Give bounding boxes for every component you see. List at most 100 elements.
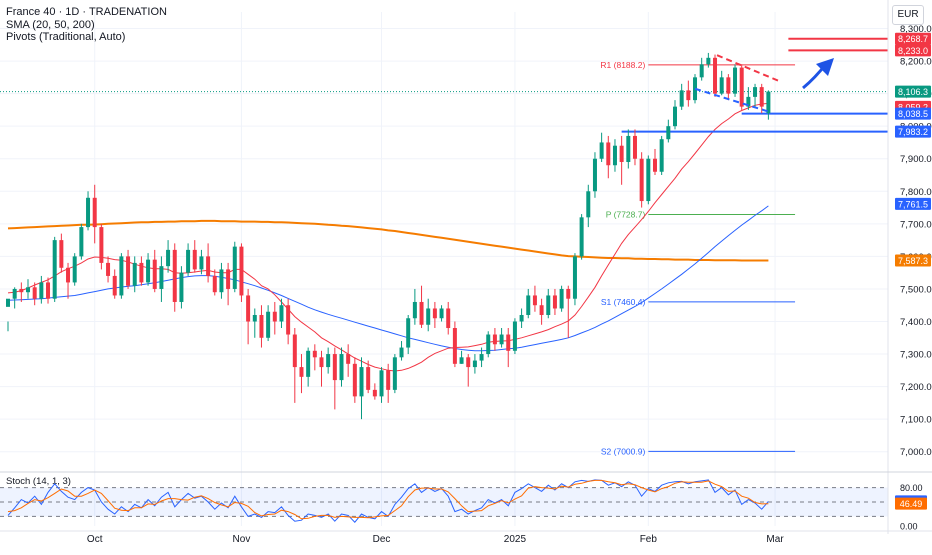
candle-body bbox=[199, 256, 204, 270]
y-tick-label: 7,400.0 bbox=[900, 317, 932, 328]
candle-body bbox=[312, 350, 317, 358]
candle-body bbox=[426, 308, 431, 325]
candle-body bbox=[666, 126, 671, 140]
price-label-text: 8,059.2 bbox=[898, 102, 928, 112]
candle-body bbox=[192, 249, 197, 270]
candle-body bbox=[626, 135, 631, 162]
stoch-title[interactable]: Stoch (14, 1, 3) bbox=[6, 476, 71, 487]
candle-body bbox=[579, 217, 584, 257]
pivot-label: S1 (7460.4) bbox=[601, 297, 646, 307]
candle-body bbox=[713, 57, 718, 94]
candle-body bbox=[492, 334, 497, 345]
pivots-legend[interactable]: Pivots (Traditional, Auto) bbox=[6, 31, 126, 43]
candle-body bbox=[366, 367, 371, 390]
candle-body bbox=[446, 308, 451, 329]
channel-lower-line bbox=[694, 87, 769, 113]
candle-body bbox=[699, 64, 704, 78]
price-label-text: 7,761.5 bbox=[898, 199, 928, 209]
price-label-text: 8,233.0 bbox=[898, 46, 928, 56]
candle-body bbox=[753, 87, 758, 97]
candle-body bbox=[719, 77, 724, 94]
candle-body bbox=[92, 197, 97, 228]
trend-arrow-head bbox=[816, 58, 834, 76]
candle-body bbox=[739, 67, 744, 107]
candle-body bbox=[419, 301, 424, 325]
candle-body bbox=[252, 314, 257, 322]
candle-body bbox=[646, 158, 651, 202]
candle-body bbox=[452, 328, 457, 364]
y-tick-label: 7,900.0 bbox=[900, 154, 932, 165]
x-tick-label: Dec bbox=[373, 534, 391, 545]
candle-body bbox=[326, 354, 331, 368]
candle-body bbox=[392, 357, 397, 390]
candle-body bbox=[706, 57, 711, 65]
candle-body bbox=[226, 269, 231, 289]
candle-body bbox=[726, 77, 731, 94]
candle-body bbox=[619, 145, 624, 162]
currency-button[interactable]: EUR bbox=[892, 5, 924, 25]
price-label-text: 7,983.2 bbox=[898, 127, 928, 137]
pivot-label: R1 (8188.2) bbox=[600, 60, 645, 70]
candle-body bbox=[212, 275, 217, 293]
candle-body bbox=[733, 67, 738, 94]
stoch-tick-label: 80.00 bbox=[900, 483, 923, 493]
price-label-badge bbox=[895, 197, 931, 210]
candle-body bbox=[279, 305, 284, 322]
candle-body bbox=[79, 227, 84, 257]
candle-body bbox=[512, 321, 517, 351]
candle-body bbox=[379, 370, 384, 397]
candle-body bbox=[673, 106, 677, 127]
candle-body bbox=[352, 363, 357, 397]
candle-body bbox=[292, 334, 297, 368]
candle-body bbox=[166, 249, 171, 267]
sma-legend[interactable]: SMA (20, 50, 200) bbox=[6, 18, 95, 31]
candle-body bbox=[86, 197, 91, 228]
x-tick-label: Mar bbox=[766, 534, 784, 545]
candle-body bbox=[746, 96, 751, 107]
candle-body bbox=[459, 357, 464, 364]
candle-body bbox=[506, 334, 511, 351]
candle-body bbox=[559, 288, 564, 309]
stoch-d-line bbox=[7, 479, 769, 520]
y-tick-label: 7,500.0 bbox=[900, 284, 932, 295]
candle-body bbox=[479, 354, 484, 361]
x-tick-label: Feb bbox=[640, 534, 658, 545]
candle-body bbox=[412, 301, 417, 319]
candle-body bbox=[552, 295, 557, 309]
candle-body bbox=[526, 295, 531, 315]
price-label-badge bbox=[895, 44, 931, 57]
candle-body bbox=[472, 360, 477, 368]
candle-body bbox=[299, 367, 304, 377]
candle-body bbox=[766, 91, 771, 114]
candle-body bbox=[66, 267, 71, 283]
symbol-title[interactable]: France 40 · 1D · TRADENATION bbox=[6, 6, 167, 18]
candle-body bbox=[232, 246, 237, 289]
candle-body bbox=[546, 295, 551, 315]
pivot-label: S2 (7000.9) bbox=[601, 446, 646, 456]
price-label-badge bbox=[895, 125, 931, 138]
candle-body bbox=[572, 256, 577, 299]
candle-body bbox=[139, 262, 144, 283]
x-tick-label: 2025 bbox=[504, 534, 527, 545]
candle-body bbox=[119, 256, 124, 296]
candle-body bbox=[286, 305, 291, 335]
candle-body bbox=[679, 90, 684, 107]
candle-body bbox=[152, 259, 157, 289]
candle-body bbox=[159, 266, 164, 289]
candle-body bbox=[466, 357, 471, 368]
candle-body bbox=[406, 318, 411, 348]
candle-body bbox=[432, 308, 437, 319]
candle-body bbox=[659, 139, 664, 172]
candle-body bbox=[759, 87, 764, 107]
candle-body bbox=[132, 262, 137, 286]
candle-body bbox=[206, 256, 211, 276]
y-tick-label: 7,000.0 bbox=[900, 447, 932, 458]
candle-body bbox=[372, 389, 377, 397]
candle-body bbox=[106, 262, 111, 276]
candle-body bbox=[386, 370, 391, 390]
candle-body bbox=[146, 259, 151, 283]
y-tick-label: 7,300.0 bbox=[900, 350, 932, 361]
pivot-label: P (7728.7) bbox=[606, 209, 646, 219]
